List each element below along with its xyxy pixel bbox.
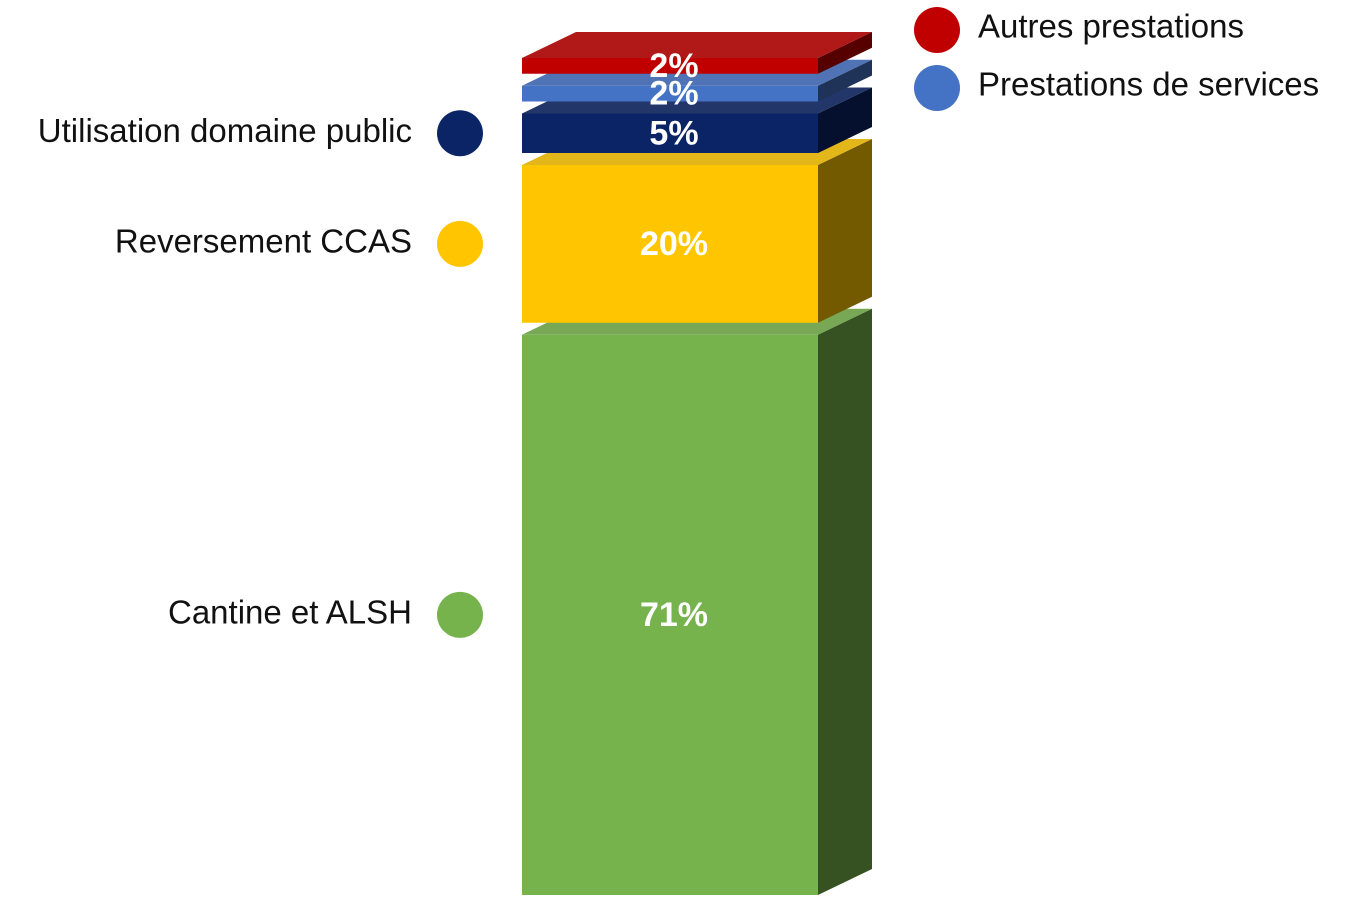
- bar-side: [818, 87, 872, 154]
- legend-label: Utilisation domaine public: [38, 112, 412, 149]
- value-label: 2%: [649, 75, 698, 113]
- bar-front: [522, 113, 818, 154]
- bar-segment: [522, 32, 872, 74]
- value-label: 71%: [640, 596, 708, 634]
- legend-marker: [437, 110, 483, 157]
- bar-front: [522, 165, 818, 323]
- bar-front: [522, 334, 818, 895]
- bar-segment: [522, 139, 872, 323]
- legend-marker: [914, 7, 960, 53]
- bar-side: [818, 32, 872, 74]
- legend-marker: [437, 591, 483, 638]
- bar-side: [818, 308, 872, 895]
- bar-side: [818, 139, 872, 323]
- legend-marker: [914, 65, 960, 111]
- legend-label: Autres prestations: [978, 8, 1244, 45]
- bar-front: [522, 85, 818, 102]
- bar-front: [522, 58, 818, 74]
- value-label: 20%: [640, 225, 708, 263]
- legend-label: Prestations de services: [978, 66, 1319, 103]
- bar-top: [522, 32, 872, 58]
- legend-marker: [437, 220, 483, 267]
- legend-label: Reversement CCAS: [115, 223, 412, 260]
- bar-side: [818, 59, 872, 102]
- value-label: 2%: [649, 47, 698, 85]
- legend-label: Cantine et ALSH: [168, 594, 412, 631]
- value-label: 5%: [649, 114, 698, 152]
